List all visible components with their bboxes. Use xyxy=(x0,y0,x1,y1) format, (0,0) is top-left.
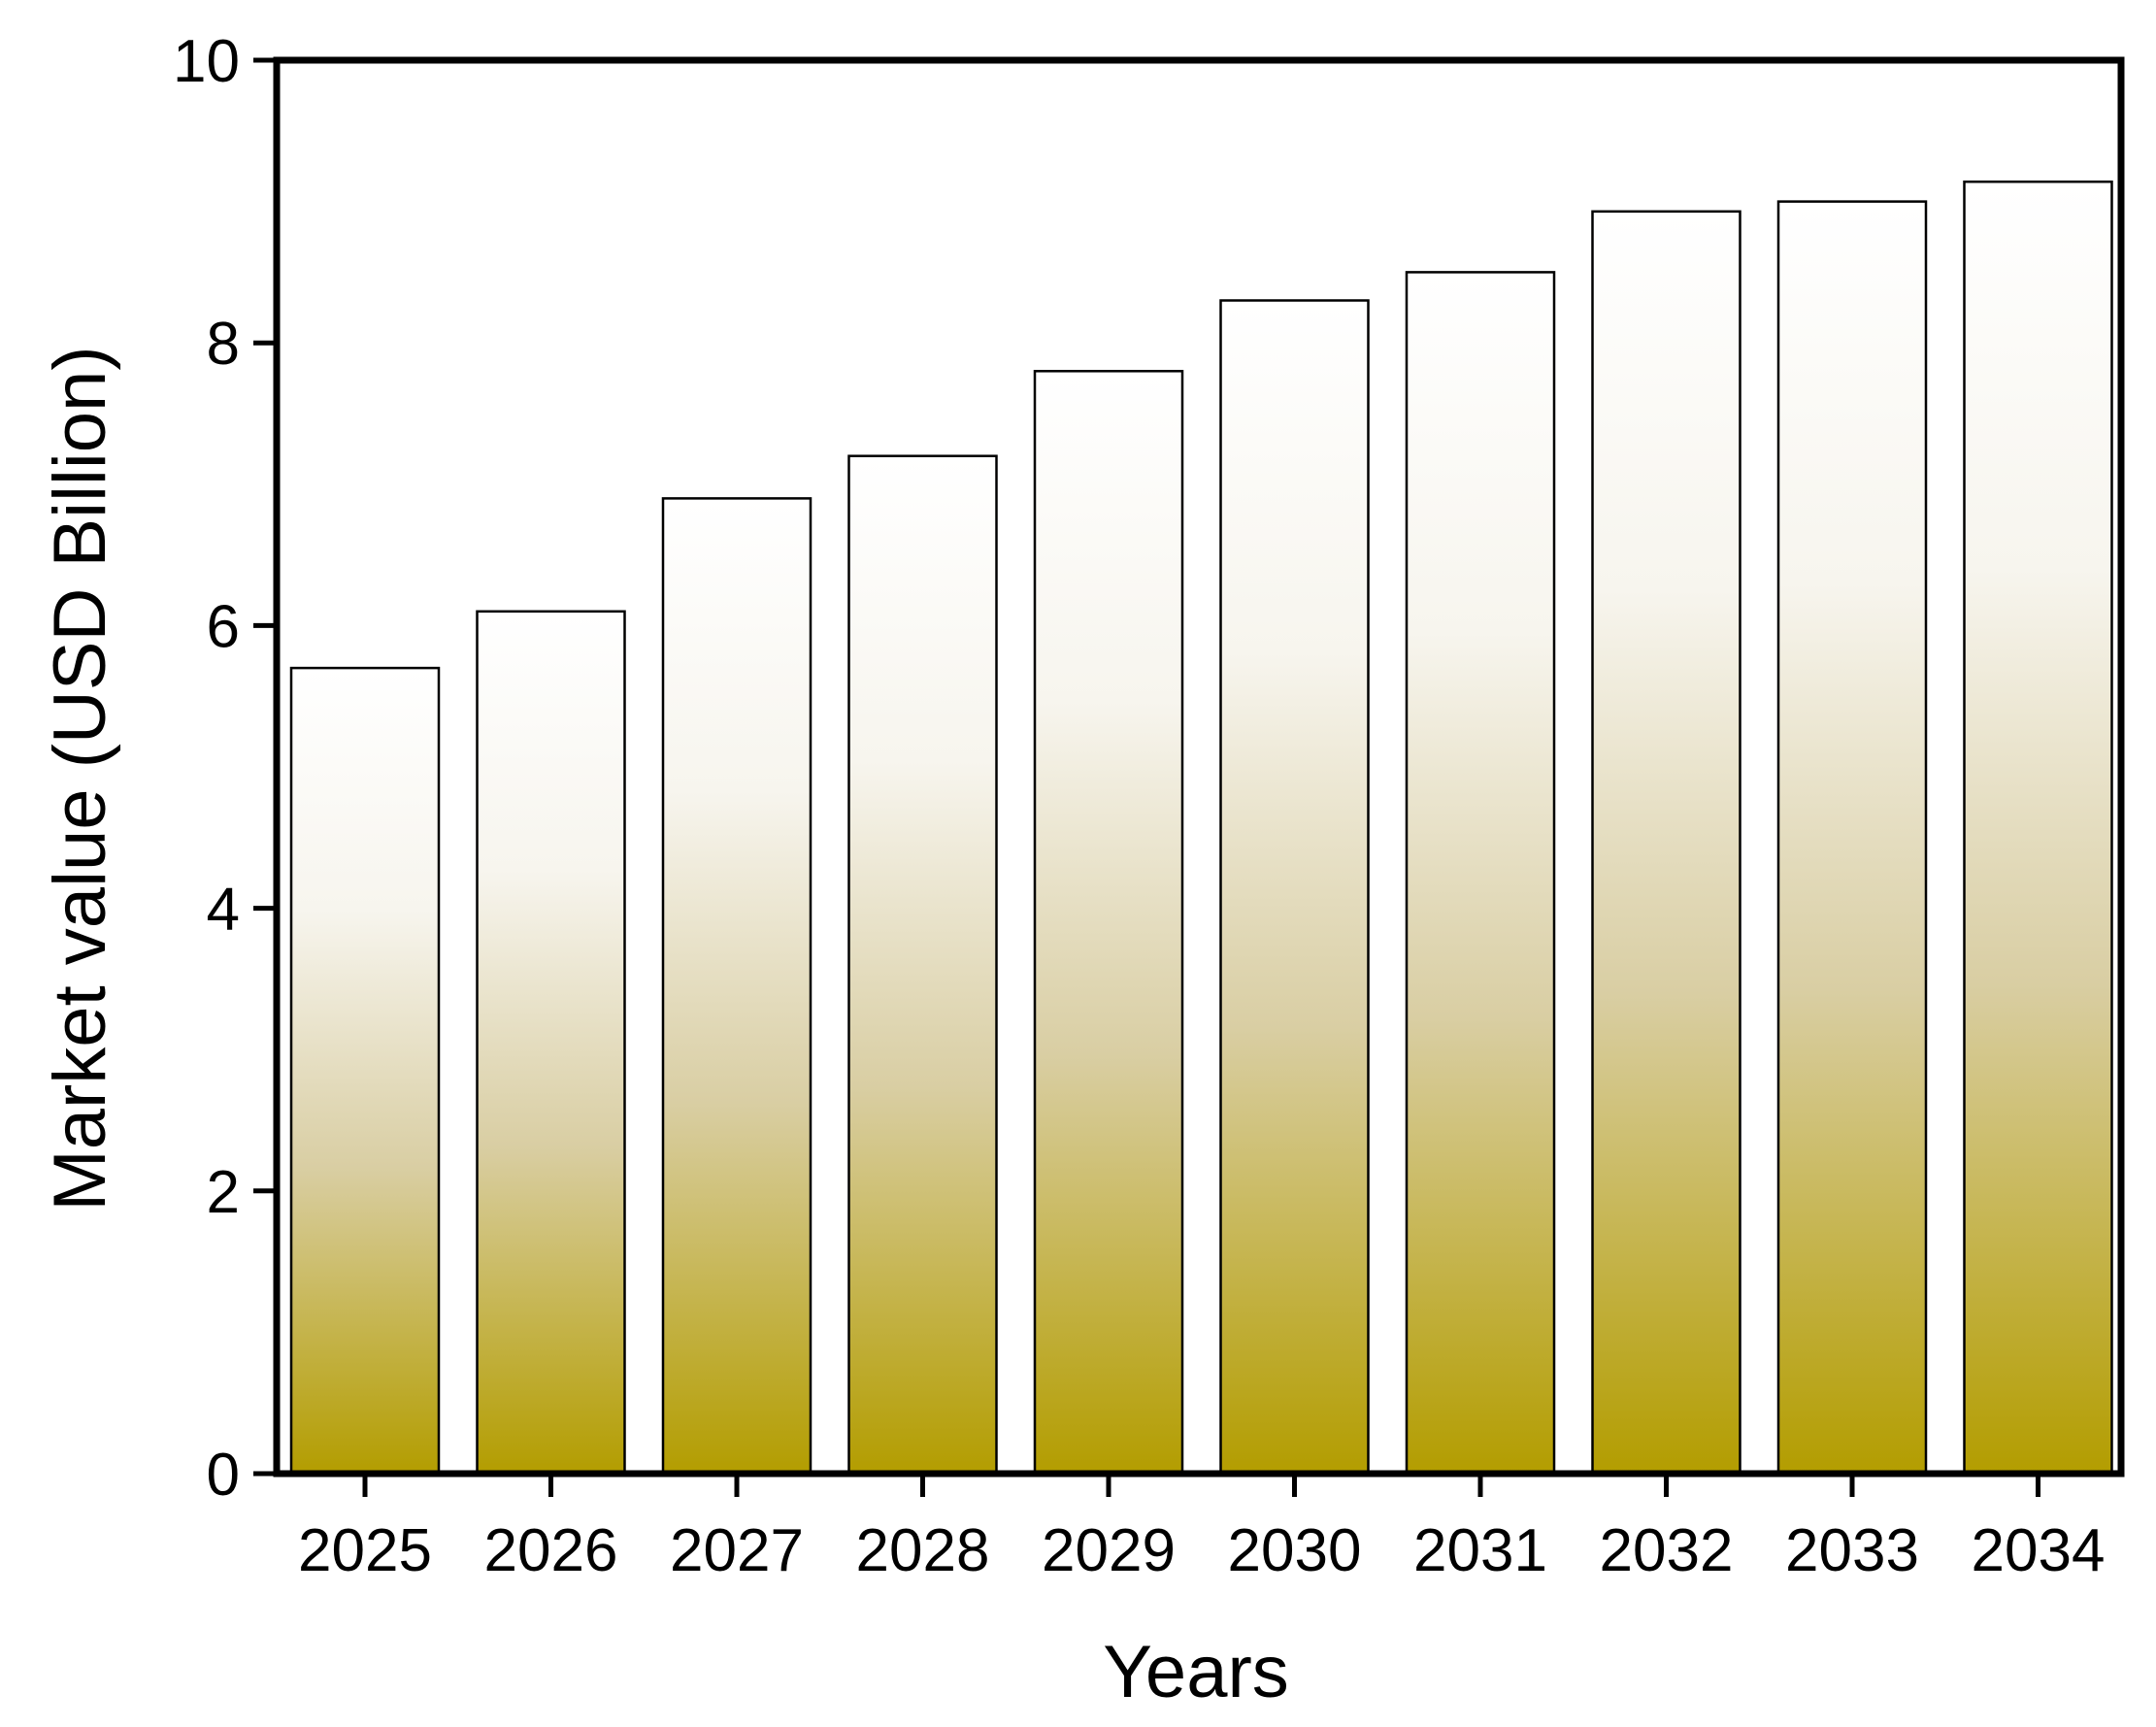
y-tick-label: 8 xyxy=(207,311,240,378)
y-tick-label: 10 xyxy=(173,28,240,95)
bar-2032 xyxy=(1591,210,1741,1476)
y-tick-label: 6 xyxy=(207,593,240,660)
x-tick-label: 2030 xyxy=(1228,1517,1362,1584)
y-tick-label: 0 xyxy=(207,1442,240,1509)
x-tick-label: 2026 xyxy=(484,1517,618,1584)
bar-2030 xyxy=(1219,299,1370,1476)
x-tick-label: 2028 xyxy=(856,1517,990,1584)
y-tick-label: 2 xyxy=(207,1159,240,1226)
bar-2029 xyxy=(1033,370,1184,1476)
bar-2026 xyxy=(476,610,626,1476)
bar-2027 xyxy=(661,497,813,1476)
axes-layer xyxy=(273,56,2125,1478)
x-tick-label: 2027 xyxy=(670,1517,804,1584)
ticks-layer: 2025 2026 2027 2028 2029 2030 2031 2032 2033 2034… xyxy=(173,28,2105,1584)
bar-2031 xyxy=(1405,271,1556,1476)
bar-2025 xyxy=(289,666,441,1476)
y-axis-title: Market value (USD Billion) xyxy=(39,346,121,1211)
y-tick-label: 4 xyxy=(207,877,240,944)
bar-2028 xyxy=(847,454,998,1476)
bar-2033 xyxy=(1776,200,1928,1476)
x-tick-label: 2034 xyxy=(1972,1517,2106,1584)
bars-layer xyxy=(289,180,2113,1476)
x-tick-label: 2025 xyxy=(298,1517,432,1584)
x-tick-label: 2031 xyxy=(1413,1517,1547,1584)
bar-2034 xyxy=(1963,180,2113,1476)
x-axis-title: Years xyxy=(1103,1631,1289,1713)
x-tick-label: 2032 xyxy=(1600,1517,1734,1584)
plot-frame xyxy=(273,56,2125,1478)
x-tick-label: 2033 xyxy=(1785,1517,1919,1584)
x-tick-label: 2029 xyxy=(1042,1517,1176,1584)
